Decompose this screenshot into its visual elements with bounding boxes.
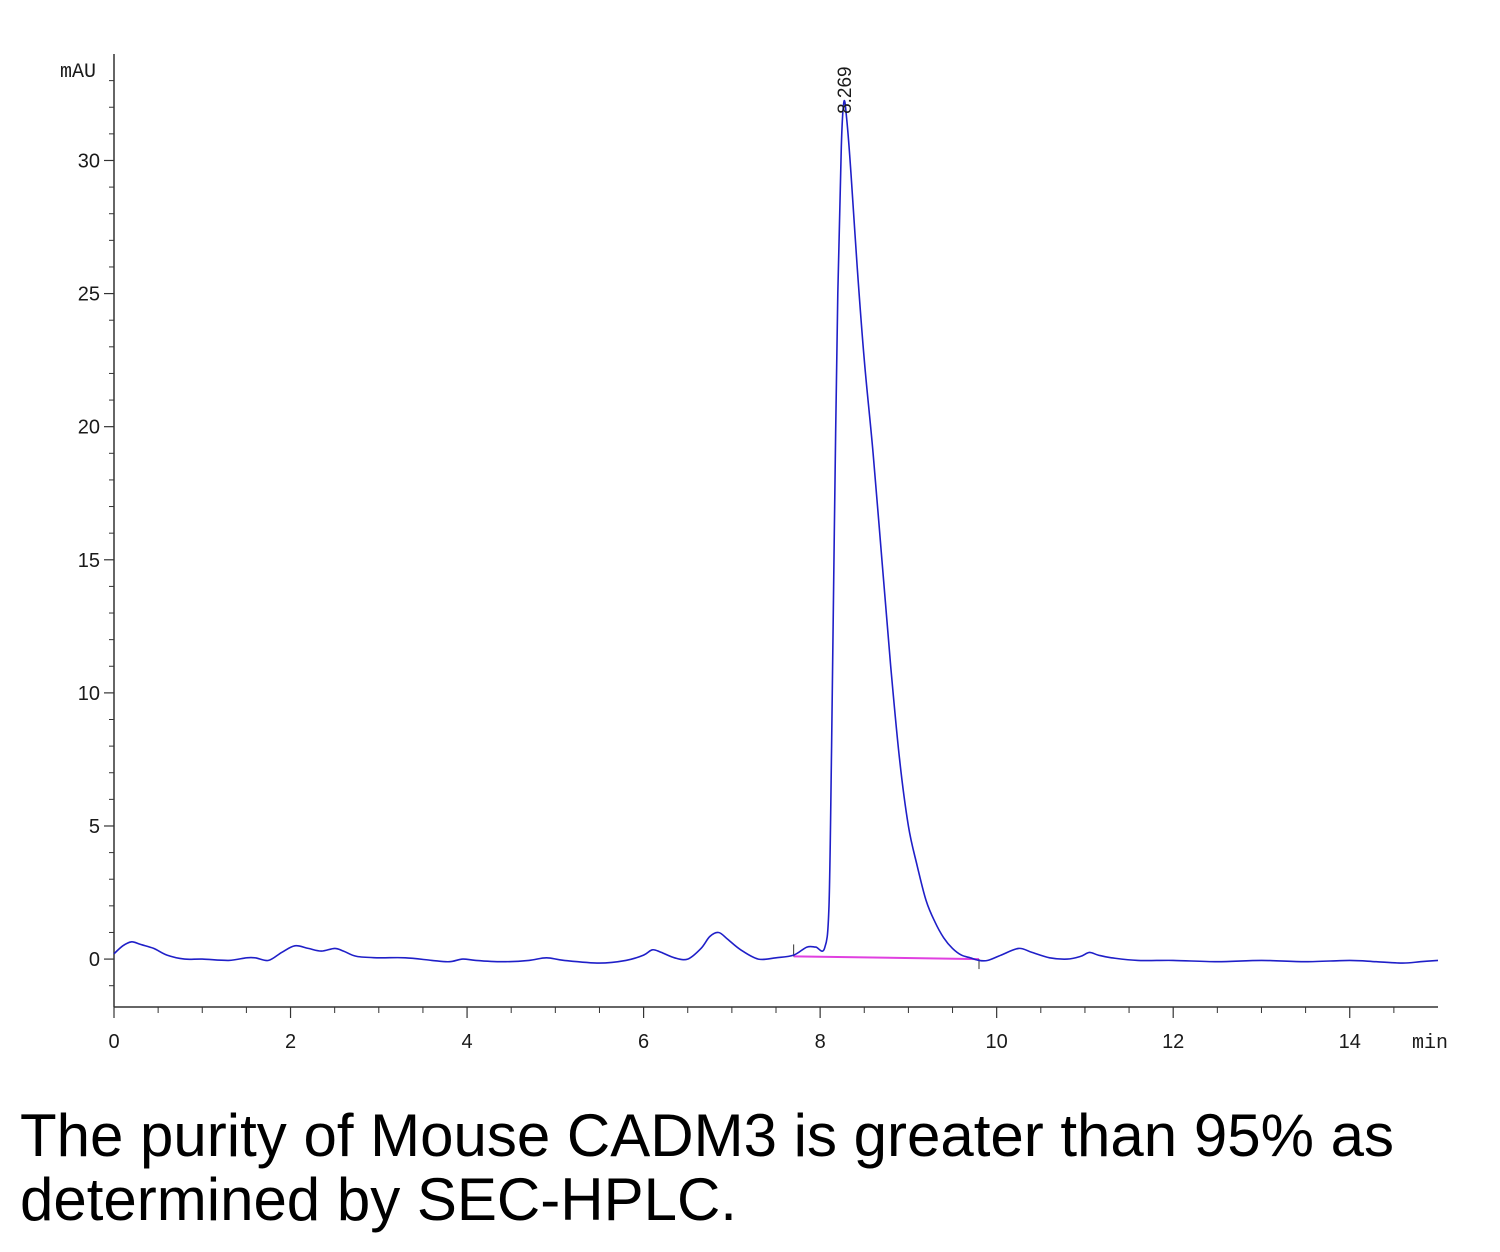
y-tick-label: 0	[89, 949, 100, 971]
x-tick-label: 12	[1162, 1031, 1184, 1053]
peak-retention-label: 8.269	[835, 66, 856, 114]
plot-area: 8.269	[113, 66, 1439, 970]
y-tick-label: 25	[78, 284, 100, 306]
chromatogram-chart: 0 5 10 15 20 25 30 0 2 4 6 8 10 12 14 8.269 mAU min	[60, 54, 1448, 1055]
x-tick-label: 10	[986, 1031, 1008, 1053]
y-axis: 0 5 10 15 20 25 30	[78, 54, 115, 1007]
x-tick-label: 0	[108, 1031, 119, 1053]
y-tick-label: 20	[78, 417, 100, 439]
x-tick-label: 14	[1339, 1031, 1361, 1053]
y-tick-label: 5	[89, 816, 100, 838]
chromatogram-trace	[113, 99, 1439, 964]
y-tick-label: 15	[78, 550, 100, 572]
x-axis-unit: min	[1412, 1032, 1448, 1055]
x-tick-label: 8	[815, 1031, 826, 1053]
x-tick-label: 4	[462, 1031, 473, 1053]
y-tick-label: 10	[78, 683, 100, 705]
x-axis: 0 2 4 6 8 10 12 14	[108, 1006, 1438, 1053]
x-tick-label: 6	[638, 1031, 649, 1053]
x-tick-label: 2	[285, 1031, 296, 1053]
y-axis-unit: mAU	[60, 61, 96, 84]
figure-caption: The purity of Mouse CADM3 is greater tha…	[20, 1102, 1394, 1233]
integration-baseline	[793, 955, 980, 961]
y-tick-label: 30	[78, 150, 100, 172]
